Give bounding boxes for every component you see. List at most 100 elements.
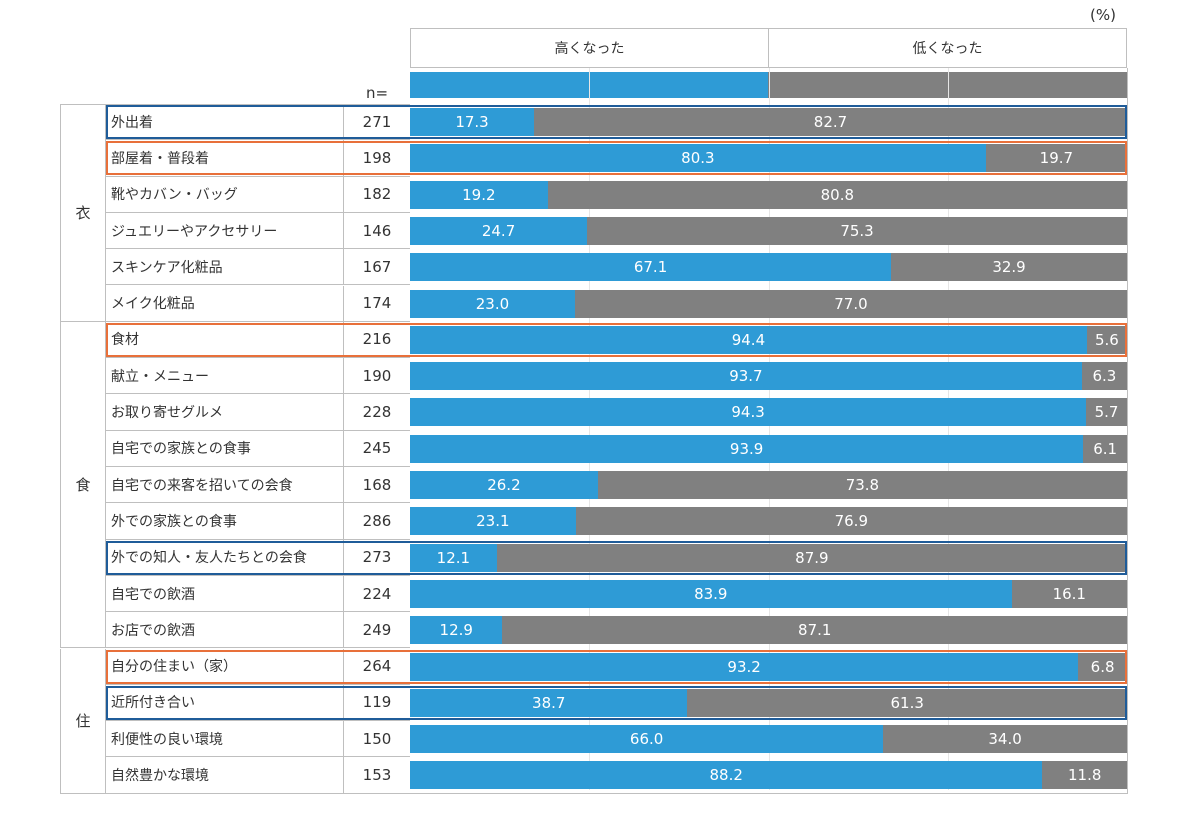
bar-segment-high: 19.2 [410, 180, 548, 209]
legend-high-label: 高くなった [411, 29, 769, 67]
stacked-bar: 67.1 32.9 [410, 253, 1127, 282]
row-label: 自宅での飲酒 [106, 575, 344, 613]
stacked-bar: 83.9 16.1 [410, 579, 1127, 608]
bar-segment-high: 23.0 [410, 289, 575, 318]
row-label: 外での家族との食事 [106, 503, 344, 540]
row-label: 部屋着・普段着 [106, 140, 344, 177]
row-n-value: 167 [344, 249, 410, 286]
bar-segment-low: 76.9 [575, 507, 1127, 536]
bar-segment-low: 80.8 [547, 180, 1127, 209]
bar-segment-low: 34.0 [883, 725, 1127, 754]
stacked-bar: 94.4 5.6 [410, 325, 1127, 354]
row-n-value: 228 [344, 394, 410, 431]
row-n-value: 182 [344, 177, 410, 213]
row-n-value: 273 [344, 540, 410, 576]
row-label: 靴やカバン・バッグ [106, 176, 344, 213]
row-n-value: 286 [344, 503, 410, 540]
row-n-value: 198 [344, 140, 410, 177]
stacked-bar: 80.3 19.7 [410, 144, 1127, 173]
bar-segment-high: 94.4 [410, 325, 1087, 354]
bar-segment-low: 87.1 [502, 616, 1127, 645]
bar-segment-high: 12.1 [410, 543, 497, 572]
category-cell: 住 [60, 648, 106, 794]
stacked-bar: 23.0 77.0 [410, 289, 1127, 318]
bar-segment-high: 38.7 [410, 688, 688, 717]
stacked-bar: 12.1 87.9 [410, 543, 1127, 572]
bar-segment-high: 67.1 [410, 253, 892, 282]
row-n-value: 150 [344, 721, 410, 758]
legend-header: 高くなった 低くなった [410, 28, 1127, 68]
row-label: 自然豊かな環境 [106, 757, 344, 794]
stacked-bar: 66.0 34.0 [410, 725, 1127, 754]
stacked-bar: 93.2 6.8 [410, 652, 1127, 681]
bar-segment-low: 6.8 [1078, 652, 1127, 681]
gridline [589, 68, 591, 790]
bar-segment-high: 94.3 [410, 398, 1087, 427]
bar-segment-low: 11.8 [1042, 761, 1127, 790]
row-label: 自宅での来客を招いての会食 [106, 467, 344, 504]
stacked-bar: 26.2 73.8 [410, 471, 1127, 499]
row-n-value: 153 [344, 757, 410, 794]
bar-segment-high: 83.9 [410, 579, 1012, 608]
bar-segment-low: 82.7 [534, 108, 1127, 136]
bar-segment-low: 16.1 [1011, 579, 1127, 608]
row-label: 外での知人・友人たちとの会食 [106, 539, 344, 576]
stacked-bar: 94.3 5.7 [410, 398, 1127, 427]
unit-label: (%) [1090, 6, 1116, 24]
row-label: 自分の住まい（家） [106, 648, 344, 685]
n-header: n= [366, 84, 389, 102]
row-n-value: 168 [344, 467, 410, 504]
bar-segment-low: 87.9 [496, 543, 1127, 572]
bar-segment-high: 23.1 [410, 507, 576, 536]
row-n-value: 190 [344, 358, 410, 395]
legend-swatch-low [768, 72, 1127, 98]
stacked-bar: 23.1 76.9 [410, 507, 1127, 536]
row-n-value: 271 [344, 104, 410, 141]
bar-segment-low: 32.9 [891, 253, 1127, 282]
row-label: 外出着 [106, 104, 344, 141]
category-cell: 食 [60, 321, 106, 649]
bar-segment-low: 5.7 [1086, 398, 1127, 427]
bar-segment-high: 88.2 [410, 761, 1043, 790]
legend-bar [410, 72, 1127, 98]
row-label: メイク化粧品 [106, 285, 344, 322]
row-label: 自宅での家族との食事 [106, 430, 344, 467]
row-n-value: 146 [344, 213, 410, 250]
row-label: ジュエリーやアクセサリー [106, 212, 344, 250]
row-n-value: 224 [344, 576, 410, 613]
stacked-bar: 17.3 82.7 [410, 108, 1127, 136]
bar-segment-high: 93.7 [410, 362, 1082, 391]
bar-segment-high: 93.9 [410, 434, 1084, 463]
stacked-bar: 38.7 61.3 [410, 688, 1127, 717]
bar-segment-high: 26.2 [410, 471, 598, 499]
stacked-bar: 24.7 75.3 [410, 216, 1127, 245]
category-cell: 衣 [60, 104, 106, 322]
chart-right-border [1127, 68, 1128, 794]
bar-segment-high: 80.3 [410, 144, 986, 173]
row-n-value: 245 [344, 431, 410, 467]
bar-segment-high: 12.9 [410, 616, 503, 645]
row-n-value: 249 [344, 612, 410, 649]
chart-bottom-border [410, 792, 1127, 794]
row-label: お取り寄せグルメ [106, 394, 344, 431]
gridline [768, 68, 770, 790]
bar-segment-low: 61.3 [687, 688, 1127, 717]
row-label: 近所付き合い [106, 684, 344, 722]
legend-low-label: 低くなった [912, 41, 983, 57]
bar-segment-low: 77.0 [574, 289, 1127, 318]
row-label: 利便性の良い環境 [106, 721, 344, 758]
bar-segment-low: 19.7 [985, 144, 1127, 173]
stacked-bar: 93.7 6.3 [410, 362, 1127, 391]
row-label: お店での飲酒 [106, 612, 344, 649]
row-n-value: 264 [344, 649, 410, 685]
bar-segment-high: 66.0 [410, 725, 884, 754]
stacked-bar: 12.9 87.1 [410, 616, 1127, 645]
row-label: スキンケア化粧品 [106, 249, 344, 286]
row-n-value: 216 [344, 322, 410, 359]
stacked-bar: 88.2 11.8 [410, 761, 1127, 790]
row-label: 献立・メニュー [106, 358, 344, 395]
row-n-value: 119 [344, 685, 410, 722]
row-n-value: 174 [344, 286, 410, 322]
stacked-bar: 19.2 80.8 [410, 180, 1127, 209]
bar-segment-low: 5.6 [1086, 325, 1127, 354]
